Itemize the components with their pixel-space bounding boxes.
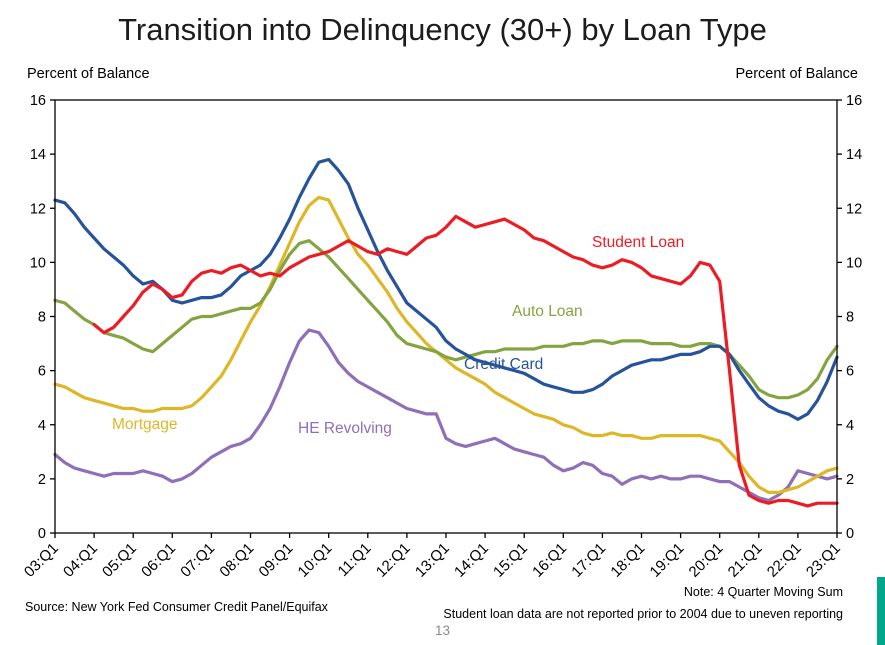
y-tick-label-left: 6 <box>38 364 46 380</box>
x-tick-label: 13:Q1 <box>412 540 453 581</box>
y-tick-label-right: 14 <box>846 147 862 163</box>
x-tick-label: 07:Q1 <box>177 540 218 581</box>
y-tick-label-left: 12 <box>30 201 46 217</box>
y-tick-label-right: 16 <box>846 93 862 109</box>
y-tick-label-left: 10 <box>30 255 46 271</box>
y-tick-label-left: 4 <box>38 418 46 434</box>
x-tick-label: 22:Q1 <box>764 540 805 581</box>
series-label-he-revolving: HE Revolving <box>298 420 392 437</box>
series-label-student-loan: Student Loan <box>592 234 685 251</box>
series-line-mortgage <box>53 195 839 494</box>
x-tick-label: 19:Q1 <box>647 540 688 581</box>
series-line-auto-loan <box>53 239 839 400</box>
plot-frame <box>54 99 838 534</box>
slide-accent-bar <box>877 577 885 645</box>
x-tick-label: 17:Q1 <box>568 540 609 581</box>
x-tick-label: 20:Q1 <box>686 540 727 581</box>
note-moving-sum: Note: 4 Quarter Moving Sum <box>683 585 843 599</box>
y-axis-unit-left: Percent of Balance <box>27 66 150 82</box>
y-tick-label-left: 16 <box>30 93 46 109</box>
x-tick-label: 06:Q1 <box>138 540 179 581</box>
x-tick-label: 14:Q1 <box>451 540 492 581</box>
y-tick-label-right: 4 <box>846 418 854 434</box>
x-tick-label: 21:Q1 <box>725 540 766 581</box>
y-axis-unit-right: Percent of Balance <box>735 66 858 82</box>
source-text: Source: New York Fed Consumer Credit Pan… <box>25 600 328 614</box>
x-tick-label: 08:Q1 <box>216 540 257 581</box>
y-tick-label-right: 10 <box>846 255 862 271</box>
series-line-he-revolving <box>53 328 839 503</box>
y-tick-label-left: 0 <box>38 526 46 542</box>
page-number: 13 <box>434 623 451 638</box>
x-tick-label: 09:Q1 <box>256 540 297 581</box>
y-tick-label-right: 8 <box>846 310 854 326</box>
x-tick-label: 04:Q1 <box>60 540 101 581</box>
y-tick-label-left: 2 <box>38 472 46 488</box>
x-tick-label: 16:Q1 <box>529 540 570 581</box>
y-tick-label-right: 0 <box>846 526 854 542</box>
y-tick-label-right: 12 <box>846 201 862 217</box>
y-tick-label-left: 14 <box>30 147 46 163</box>
series-label-mortgage: Mortgage <box>112 416 178 433</box>
series-line-credit-card <box>53 157 839 421</box>
x-tick-label: 23:Q1 <box>803 540 844 581</box>
series-line-student-loan <box>92 214 839 508</box>
chart-title: Transition into Delinquency (30+) by Loa… <box>118 12 767 47</box>
note-student-loan-reporting: Student loan data are not reported prior… <box>443 607 843 621</box>
x-tick-label: 10:Q1 <box>295 540 336 581</box>
x-tick-label: 11:Q1 <box>335 540 375 580</box>
series-label-credit-card: Credit Card <box>464 356 544 373</box>
y-tick-label-right: 2 <box>846 472 854 488</box>
y-tick-label-left: 8 <box>38 310 46 326</box>
x-tick-label: 05:Q1 <box>99 540 140 581</box>
x-tick-label: 12:Q1 <box>373 540 414 581</box>
x-tick-label: 18:Q1 <box>607 540 648 581</box>
x-tick-label: 15:Q1 <box>490 540 531 581</box>
y-tick-label-right: 6 <box>846 364 854 380</box>
series-label-auto-loan: Auto Loan <box>512 303 583 320</box>
x-tick-label: 03:Q1 <box>21 540 62 581</box>
